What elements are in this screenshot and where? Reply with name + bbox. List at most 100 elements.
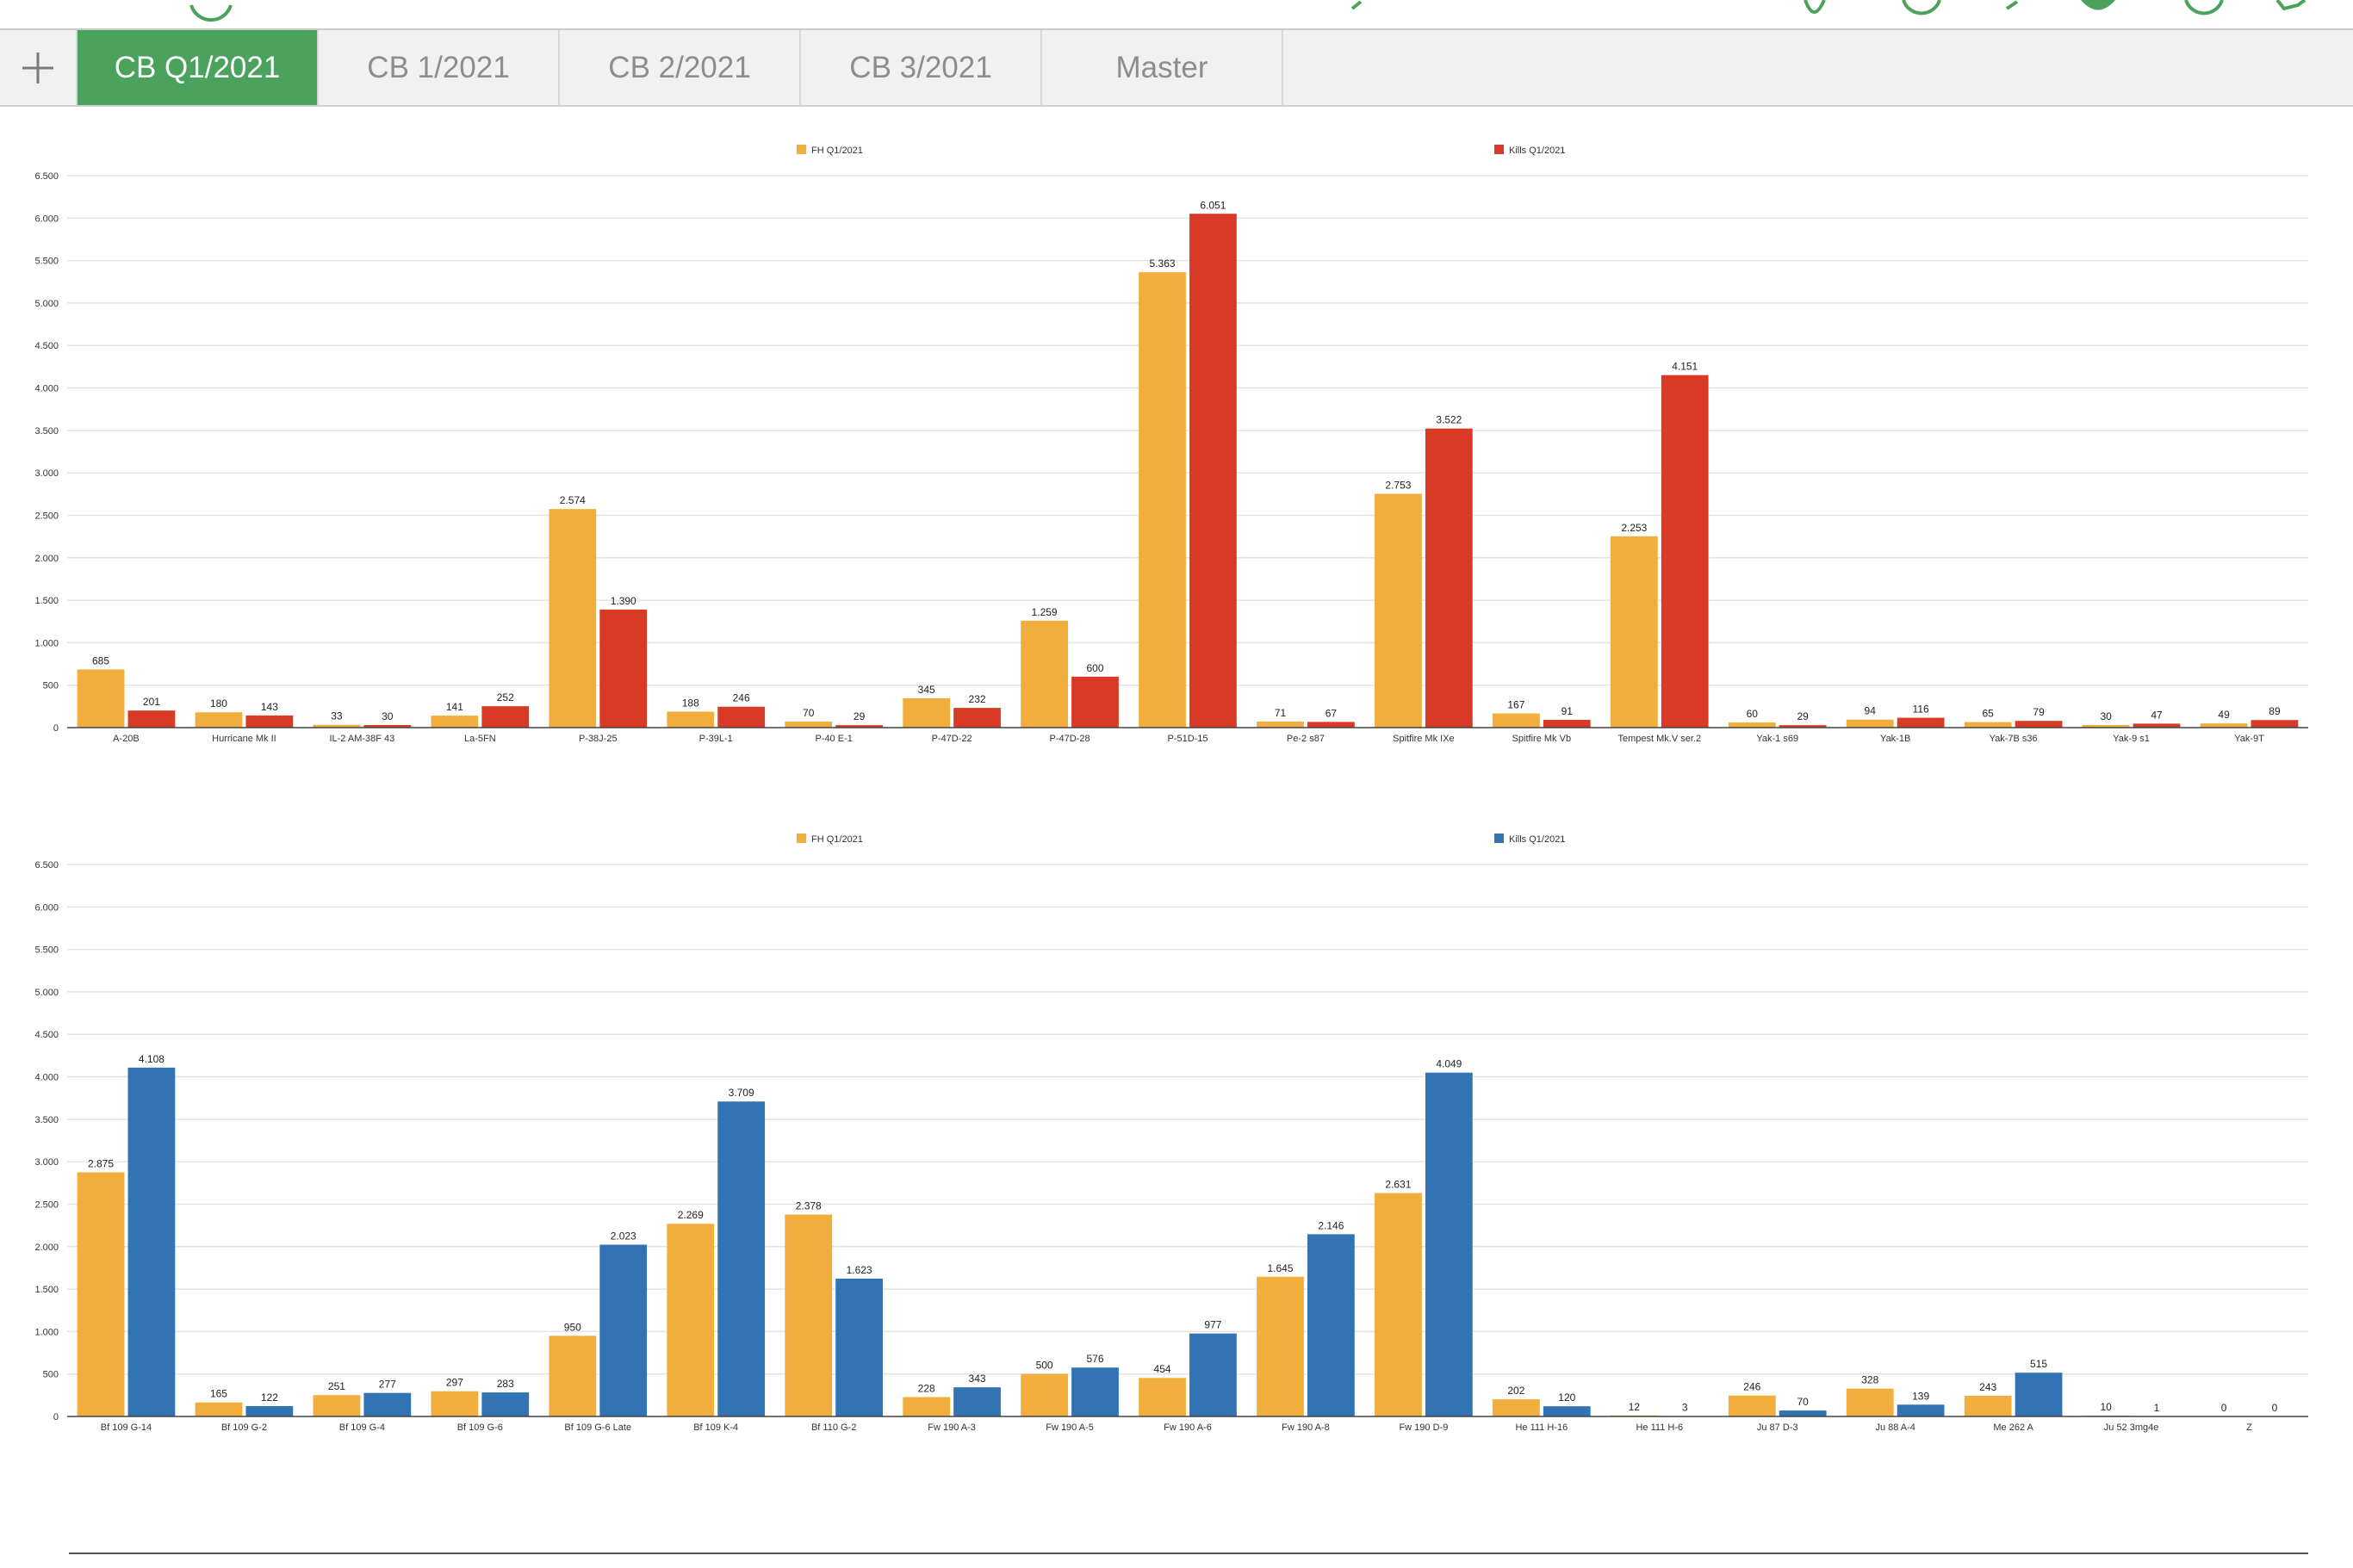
bar [2082, 725, 2130, 728]
axis-aircraft-chart: FH Q1/2021 Kills Q1/2021 0 500 1.000 1.500 2.0… [34, 834, 2308, 1433]
data-label: 4.049 [1436, 1058, 1462, 1070]
data-label: 60 [1747, 708, 1759, 720]
bar [1071, 1367, 1119, 1416]
tab-cb-2-2021[interactable]: CB 2/2021 [560, 30, 801, 105]
bar [1493, 713, 1540, 728]
bar [1728, 722, 1776, 728]
x-tick-label: Yak-9T [2234, 734, 2264, 744]
bar [481, 706, 530, 728]
data-label: 6.051 [1200, 199, 1226, 211]
data-label: 3.709 [729, 1087, 754, 1099]
data-label: 89 [2269, 705, 2281, 717]
bar [245, 1405, 294, 1416]
bar [1964, 1396, 2012, 1416]
data-label: 343 [969, 1373, 986, 1385]
bar [2015, 721, 2063, 728]
x-tick-label: P-47D-22 [932, 734, 972, 744]
bar [1021, 1373, 1068, 1416]
toolbar-circle-icon[interactable] [1902, 0, 1941, 15]
x-tick-label: Bf 109 G-4 [339, 1422, 385, 1433]
bar [1846, 1388, 1894, 1416]
tab-cb-q1-2021[interactable]: CB Q1/2021 [78, 30, 319, 105]
data-label: 201 [143, 696, 160, 708]
toolbar-users-icon[interactable] [2080, 0, 2116, 10]
toolbar-pin-icon[interactable] [1804, 0, 1826, 14]
bar [1728, 1395, 1776, 1416]
y-tick-label: 500 [43, 1370, 59, 1380]
x-tick-label: Yak-9 s1 [2113, 734, 2150, 744]
y-tick-label: 1.000 [34, 638, 59, 648]
bar [1375, 1193, 1422, 1416]
data-label: 345 [918, 684, 935, 696]
data-label: 1 [2154, 1402, 2160, 1414]
x-tick-label: P-51D-15 [1167, 734, 1208, 744]
bar [1846, 719, 1894, 728]
x-tick-label: Fw 190 A-6 [1164, 1422, 1212, 1433]
bar [1257, 1276, 1304, 1416]
x-tick-label: Ju 87 D-3 [1757, 1422, 1798, 1433]
toolbar-circle-icon[interactable] [2184, 0, 2224, 15]
x-tick-label: Spitfire Mk IXe [1393, 734, 1455, 744]
tab-label: CB 3/2021 [849, 50, 992, 84]
bar [667, 711, 715, 728]
legend-label: FH Q1/2021 [811, 146, 863, 156]
bar [785, 1214, 833, 1416]
y-tick-label: 3.500 [34, 426, 59, 437]
legend-label: Kills Q1/2021 [1509, 146, 1565, 156]
toolbar-partial-icon[interactable] [1350, 0, 1363, 10]
y-tick-label: 5.500 [34, 257, 59, 267]
toolbar-wrench-icon[interactable] [2275, 0, 2306, 11]
y-tick-label: 3.000 [34, 1157, 59, 1168]
x-tick-label: Ju 52 3mg4e [2104, 1422, 2159, 1433]
x-tick-label: Yak-1 s69 [1756, 734, 1798, 744]
tab-master[interactable]: Master [1042, 30, 1283, 105]
bar [431, 716, 479, 728]
plus-icon [22, 52, 53, 84]
data-label: 30 [382, 710, 394, 722]
bar [2251, 720, 2299, 728]
y-tick-label: 6.500 [34, 860, 59, 871]
y-tick-label: 2.000 [34, 1243, 59, 1253]
x-tick-label: Fw 190 A-8 [1282, 1422, 1330, 1433]
y-tick-label: 0 [53, 1412, 59, 1422]
bar [2200, 723, 2248, 728]
data-label: 5.363 [1150, 257, 1176, 270]
allied-aircraft-chart: FH Q1/2021 Kills Q1/2021 0 500 1.000 1.500 2.0… [34, 145, 2308, 744]
bar [1610, 536, 1658, 728]
x-tick-label: Bf 109 K-4 [693, 1422, 738, 1433]
x-tick-label: P-40 E-1 [815, 734, 852, 744]
bar [599, 609, 648, 728]
x-tick-label: La-5FN [464, 734, 496, 744]
tab-cb-1-2021[interactable]: CB 1/2021 [319, 30, 560, 105]
x-tick-label: P-38J-25 [579, 734, 618, 744]
legend-swatch [1494, 834, 1504, 843]
data-label: 143 [261, 701, 278, 713]
data-label: 71 [1275, 707, 1287, 719]
bar [549, 509, 597, 728]
tab-cb-3-2021[interactable]: CB 3/2021 [801, 30, 1042, 105]
data-label: 246 [1743, 1381, 1760, 1393]
x-tick-label: Hurricane Mk II [212, 734, 276, 744]
bar [77, 1172, 125, 1416]
data-label: 70 [803, 707, 815, 719]
bar [1964, 722, 2012, 728]
bar [717, 706, 766, 728]
add-sheet-button[interactable] [0, 30, 78, 105]
data-label: 91 [1561, 705, 1574, 717]
bar [1543, 720, 1591, 728]
data-label: 246 [733, 692, 750, 704]
bar [1779, 725, 1827, 728]
x-tick-label: Z [2246, 1422, 2252, 1433]
bar [1071, 676, 1119, 728]
data-label: 1.259 [1032, 606, 1058, 618]
x-tick-label: A-20B [113, 734, 140, 744]
x-tick-label: He 111 H-16 [1515, 1422, 1568, 1433]
data-label: 3 [1682, 1402, 1688, 1414]
toolbar-circle-icon[interactable] [189, 4, 233, 22]
tab-label: Master [1115, 50, 1208, 84]
data-label: 2.875 [88, 1157, 114, 1169]
toolbar-partial-icon[interactable] [2005, 0, 2019, 10]
tab-label: CB 2/2021 [608, 50, 751, 84]
y-tick-label: 3.000 [34, 468, 59, 479]
y-tick-label: 6.000 [34, 902, 59, 913]
